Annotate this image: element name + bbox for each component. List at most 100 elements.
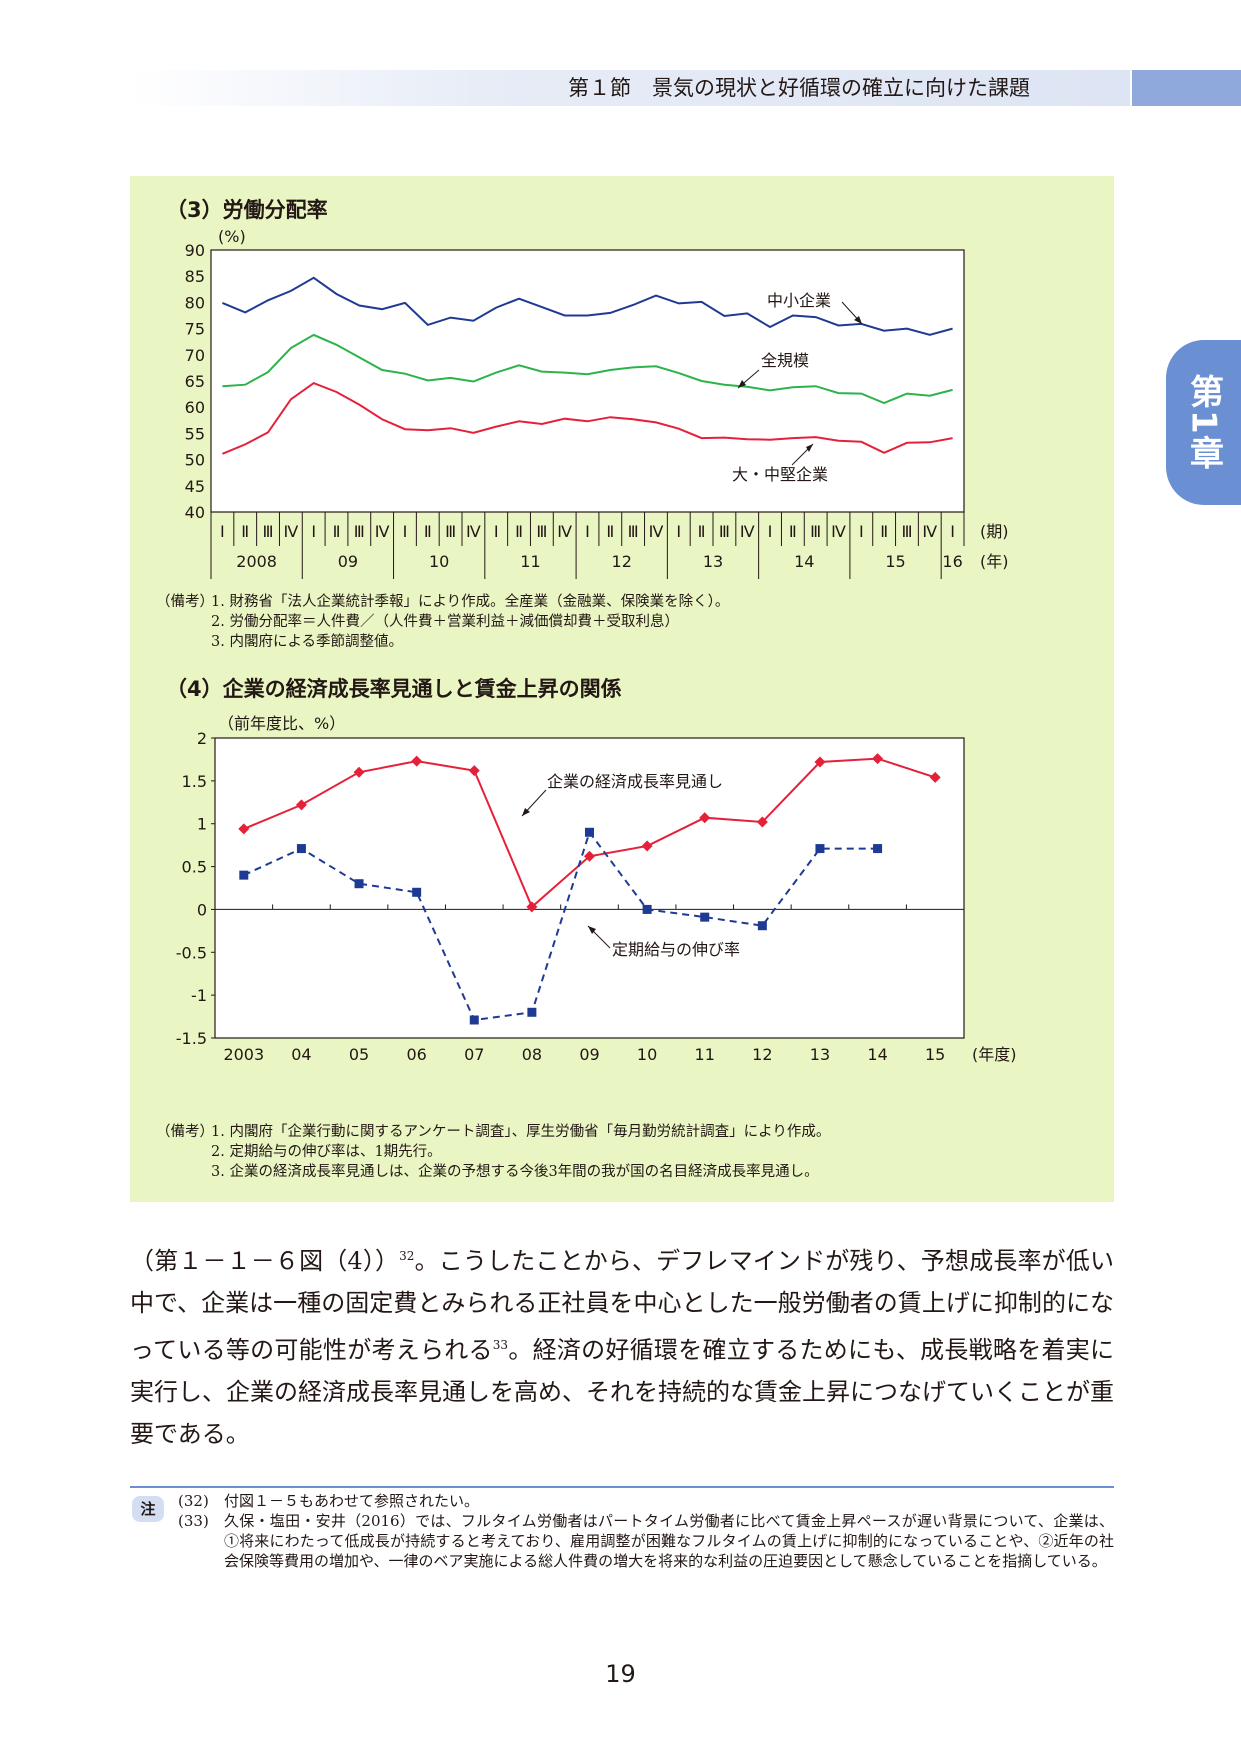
figure4-growth-point: [584, 850, 595, 862]
figure4-notes-head: （備考）: [156, 1124, 214, 1140]
figure3-quarter-label: Ⅲ: [628, 522, 639, 541]
figure4-wage-point: [296, 844, 306, 854]
figure4-note: 1. 内閣府「企業行動に関するアンケート調査」、厚生労働省「毎月勤労統計調査」に…: [211, 1124, 831, 1140]
body-text-part: （第１－１－６図（4））: [130, 1247, 400, 1275]
figure4-y-tick-label: -1: [191, 986, 207, 1005]
figure3-y-tick-label: 45: [185, 477, 205, 496]
figure3-quarter-label: Ⅱ: [333, 522, 341, 541]
header-band: 第１節 景気の現状と好循環の確立に向けた課題: [130, 70, 1130, 106]
footnote-item: (33) 久保・塩田・安井（2016）では、フルタイム労働者はパートタイム労働者…: [178, 1511, 1114, 1571]
figure4-y-tick-label: -1.5: [176, 1029, 207, 1048]
figure3-year-label: 13: [703, 552, 723, 571]
page-number: 19: [605, 1660, 636, 1688]
figure3-y-tick-label: 70: [185, 346, 205, 365]
figure3-year-label: 14: [794, 552, 814, 571]
figure3-y-tick-label: 50: [185, 451, 205, 470]
figure3-arrowhead-all: [738, 380, 746, 388]
figure4-y-tick-label: 1.5: [182, 772, 207, 791]
figure3-year-label: 15: [885, 552, 905, 571]
figure3-quarter-label: Ⅲ: [810, 522, 821, 541]
figure3-quarter-label: Ⅱ: [241, 522, 249, 541]
figure3-y-tick-label: 40: [185, 503, 205, 522]
figure4-y-tick-label: -0.5: [176, 943, 207, 962]
figure4-growth-point: [929, 771, 941, 783]
figure4-y-tick-label: 1: [197, 815, 207, 834]
figure4-x-label: 12: [752, 1045, 772, 1064]
figure3-y-tick-label: 65: [185, 372, 205, 391]
figure4-x-label: 10: [637, 1045, 657, 1064]
figure4-y-tick-label: 0: [197, 900, 207, 919]
figure4-wage-point: [873, 844, 883, 854]
figure4-x-label: 2003: [223, 1045, 264, 1064]
footnote-text: 久保・塩田・安井（2016）では、フルタイム労働者はパートタイム労働者に比べて賃…: [224, 1512, 1114, 1570]
figure3-quarter-label: Ⅳ: [283, 522, 298, 541]
figure3-year-label: 16: [942, 552, 962, 571]
figure4-growth-point: [641, 840, 653, 852]
figure3-quarter-label: Ⅰ: [950, 522, 955, 541]
figure3-notes-head: （備考）: [156, 594, 214, 610]
figure4-label-growth: 企業の経済成長率見通し: [547, 772, 723, 791]
figure4-growth-point: [238, 823, 250, 835]
figure4-x-label: 15: [925, 1045, 945, 1064]
figure4-wage-point: [412, 887, 422, 897]
figure3-quarter-label: Ⅳ: [557, 522, 572, 541]
figure3-quarter-label: Ⅲ: [901, 522, 912, 541]
figure3-y-tick-label: 85: [185, 267, 205, 286]
figure3-quarter-label: Ⅲ: [536, 522, 547, 541]
figure3-y-tick-label: 60: [185, 398, 205, 417]
footnote-text: 付図１－５もあわせて参照されたい。: [224, 1492, 480, 1510]
figure3-label-large: 大・中堅企業: [732, 465, 828, 484]
figure3-quarter-label: Ⅱ: [698, 522, 706, 541]
footnote-ref[interactable]: 33: [492, 1338, 509, 1352]
figure3-y-tick-label: 75: [185, 320, 205, 339]
figure3-year-label: 2008: [236, 552, 277, 571]
footnote-ref[interactable]: 32: [399, 1249, 415, 1263]
figure3-quarter-label: Ⅰ: [220, 522, 225, 541]
figure4-chart: （前年度比、%） 2 1.5 1 0.5 0 -0.5 -1 -1.5 2003 04 05 06 0…: [176, 714, 1017, 1064]
footnote-badge: 注: [132, 1496, 164, 1522]
figure3-label-small: 中小企業: [767, 291, 831, 310]
figure3-quarter-label: Ⅰ: [585, 522, 590, 541]
figure3-quarter-unit: (期): [980, 522, 1009, 541]
figure4-x-label: 05: [349, 1045, 369, 1064]
figure3-year-label: 09: [338, 552, 358, 571]
figure4-label-wage: 定期給与の伸び率: [612, 940, 740, 959]
footnote-divider: [130, 1486, 1114, 1488]
figure4-growth-point: [756, 816, 768, 828]
figure4-notes: （備考） 1. 内閣府「企業行動に関するアンケート調査」、厚生労働省「毎月勤労統計…: [156, 1122, 830, 1182]
figure3-quarter-label: Ⅳ: [466, 522, 481, 541]
figure3-quarter-label: Ⅰ: [768, 522, 773, 541]
figure4-x-label: 13: [810, 1045, 830, 1064]
figure4-wage-point: [585, 827, 594, 837]
figure3-quarter-label: Ⅱ: [424, 522, 432, 541]
figure4-wage-line: [243, 830, 878, 1022]
chapter-tab: 第1章: [1166, 340, 1241, 505]
figure4-wage-point: [527, 1007, 537, 1017]
figure3-quarter-label: Ⅰ: [403, 522, 408, 541]
figure3-quarter-label: Ⅰ: [676, 522, 681, 541]
figure3-y-unit: (%): [218, 227, 246, 246]
figure3-series-line: [222, 333, 953, 405]
figure4-arrowhead-growth: [522, 808, 530, 816]
figure4-x-label: 14: [867, 1045, 887, 1064]
figure4-growth-point: [353, 766, 365, 778]
figure4-arrowhead-wage: [588, 926, 596, 934]
figure4-y-tick-label: 2: [197, 729, 207, 748]
figure3-quarter-label: Ⅱ: [606, 522, 614, 541]
figure3-arrowhead-large: [806, 444, 813, 452]
figure4-x-unit: (年度): [972, 1045, 1017, 1064]
figure4-y-tick-label: 0.5: [182, 858, 207, 877]
figure3-quarter-label: Ⅳ: [375, 522, 390, 541]
figure3-quarter-label: Ⅲ: [354, 522, 365, 541]
body-text-part: 。こうしたことから、デフレマインドが残り、予想成長率が低い中で、企業は一種の固定…: [130, 1247, 1114, 1364]
figure4-growth-point: [295, 799, 307, 811]
figure4-growth-point: [526, 901, 538, 913]
body-text-part: 。経済の好循環を確立するためにも、成長戦略を着実に実行し、企業の経済成長率見通し…: [130, 1336, 1114, 1448]
footnotes: (32) 付図１－５もあわせて参照されたい。 (33) 久保・塩田・安井（201…: [178, 1491, 1114, 1571]
figure4-wage-point: [354, 879, 364, 889]
figure3-quarter-label: Ⅳ: [740, 522, 755, 541]
figure4-wage-point: [815, 844, 825, 854]
footnote-number: (32): [178, 1492, 209, 1510]
